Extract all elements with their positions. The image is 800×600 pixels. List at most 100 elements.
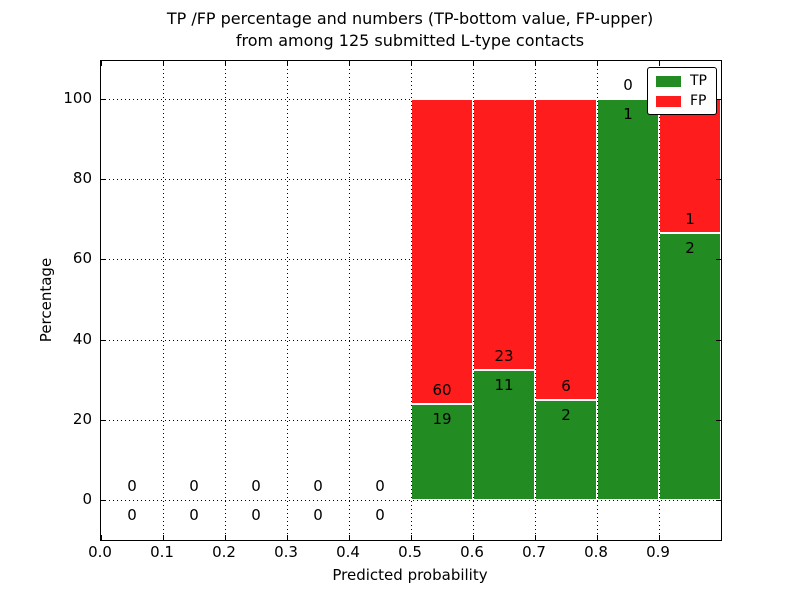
tp-count-label: 0 bbox=[127, 506, 137, 524]
v-gridline bbox=[287, 61, 288, 540]
x-tick-label: 0.1 bbox=[150, 543, 174, 561]
v-gridline bbox=[535, 61, 536, 540]
y-tick-label: 80 bbox=[72, 169, 92, 188]
x-tick-top bbox=[535, 61, 536, 66]
fp-count-label: 23 bbox=[494, 347, 514, 366]
fp-count-label: 6 bbox=[561, 376, 571, 395]
tp-legend-swatch bbox=[656, 75, 681, 87]
v-gridline bbox=[411, 61, 412, 540]
fp-count-label: 0 bbox=[251, 477, 261, 495]
tp-count-label: 0 bbox=[375, 506, 385, 524]
y-tick-left bbox=[101, 259, 106, 261]
tp-count-label: 0 bbox=[251, 506, 261, 524]
v-gridline bbox=[597, 61, 598, 540]
x-tick-label: 0.4 bbox=[336, 543, 360, 561]
y-tick-right bbox=[716, 99, 721, 100]
tp-count-label: 0 bbox=[189, 506, 199, 524]
x-tick-label: 0.7 bbox=[522, 543, 546, 561]
v-gridline bbox=[659, 61, 660, 540]
tp-count-label: 11 bbox=[494, 376, 514, 395]
y-tick-left bbox=[101, 339, 106, 341]
x-axis-label: Predicted probability bbox=[332, 566, 488, 584]
v-gridline bbox=[473, 61, 474, 540]
x-tick-bottom bbox=[101, 535, 102, 540]
x-tick-top bbox=[349, 61, 350, 66]
y-tick-label: 40 bbox=[72, 329, 92, 348]
tp-count-label: 19 bbox=[432, 409, 452, 428]
tp-bar bbox=[597, 99, 659, 500]
tp-legend-label: TP bbox=[690, 73, 707, 89]
x-tick-label: 0.6 bbox=[460, 543, 484, 561]
x-tick-label: 0.9 bbox=[646, 543, 670, 561]
y-tick-label: 0 bbox=[82, 490, 92, 508]
fp-bar bbox=[411, 99, 473, 404]
legend-item-tp: TP bbox=[656, 74, 707, 88]
y-tick-left bbox=[101, 179, 106, 181]
x-tick-label: 0.3 bbox=[274, 543, 298, 561]
x-tick-bottom bbox=[225, 535, 226, 540]
x-tick-label: 0.2 bbox=[212, 543, 236, 561]
fp-count-label: 0 bbox=[189, 477, 199, 495]
x-tick-label: 0.5 bbox=[398, 543, 422, 561]
fp-count-label: 0 bbox=[313, 477, 323, 495]
y-tick-right bbox=[716, 339, 721, 341]
fp-count-label: 0 bbox=[375, 477, 385, 495]
chart-title: TP /FP percentage and numbers (TP-bottom… bbox=[90, 8, 730, 52]
y-tick-label: 60 bbox=[72, 249, 92, 268]
tp-count-label: 1 bbox=[623, 105, 633, 123]
y-tick-right bbox=[716, 419, 721, 421]
y-tick-right bbox=[716, 179, 721, 181]
fp-count-label: 0 bbox=[623, 76, 633, 94]
y-tick-left bbox=[101, 500, 106, 501]
x-tick-top bbox=[597, 61, 598, 66]
v-gridline bbox=[349, 61, 350, 540]
y-tick-right bbox=[716, 259, 721, 261]
fp-legend-swatch bbox=[656, 95, 681, 107]
x-tick-top bbox=[287, 61, 288, 66]
plot-area: TP FP 0 0 0 0 0 0 0 0 0 0 60 19 23 11 6 2 0 1 1 2 bbox=[100, 60, 722, 541]
y-tick-label: 20 bbox=[72, 409, 92, 428]
x-tick-top bbox=[411, 61, 412, 66]
x-tick-top bbox=[225, 61, 226, 66]
chart-title-line1: TP /FP percentage and numbers (TP-bottom… bbox=[166, 9, 654, 28]
tp-count-label: 2 bbox=[685, 238, 695, 257]
fp-legend-label: FP bbox=[690, 93, 707, 109]
x-tick-bottom bbox=[473, 535, 474, 540]
x-tick-bottom bbox=[659, 535, 660, 540]
tp-bar bbox=[535, 399, 597, 500]
tp-bar bbox=[659, 232, 721, 500]
x-tick-bottom bbox=[349, 535, 350, 540]
chart-title-line2: from among 125 submitted L-type contacts bbox=[235, 31, 585, 50]
x-tick-top bbox=[163, 61, 164, 66]
x-tick-bottom bbox=[411, 535, 412, 540]
x-tick-bottom bbox=[163, 535, 164, 540]
fp-count-label: 60 bbox=[432, 380, 452, 399]
v-gridline bbox=[225, 61, 226, 540]
y-tick-label: 100 bbox=[63, 89, 92, 107]
fp-bar bbox=[535, 99, 597, 400]
x-tick-top bbox=[473, 61, 474, 66]
y-tick-right bbox=[716, 500, 721, 501]
x-tick-bottom bbox=[287, 535, 288, 540]
v-gridline bbox=[163, 61, 164, 540]
x-tick-bottom bbox=[535, 535, 536, 540]
x-tick-label: 0.8 bbox=[584, 543, 608, 561]
legend-item-fp: FP bbox=[656, 94, 707, 108]
x-tick-label: 0.0 bbox=[88, 543, 112, 561]
fp-bar bbox=[473, 99, 535, 371]
x-tick-top bbox=[659, 61, 660, 66]
y-tick-left bbox=[101, 419, 106, 421]
y-tick-labels: 0 20 40 60 80 100 bbox=[0, 0, 92, 600]
x-tick-top bbox=[101, 61, 102, 66]
fp-bar bbox=[659, 99, 721, 233]
legend: TP FP bbox=[647, 67, 717, 115]
fp-count-label: 0 bbox=[127, 477, 137, 495]
tp-bar bbox=[411, 403, 473, 500]
tp-count-label: 2 bbox=[561, 405, 571, 424]
tp-bar bbox=[473, 370, 535, 500]
y-tick-left bbox=[101, 99, 106, 100]
fp-count-label: 1 bbox=[685, 209, 695, 228]
tp-count-label: 0 bbox=[313, 506, 323, 524]
x-tick-bottom bbox=[597, 535, 598, 540]
